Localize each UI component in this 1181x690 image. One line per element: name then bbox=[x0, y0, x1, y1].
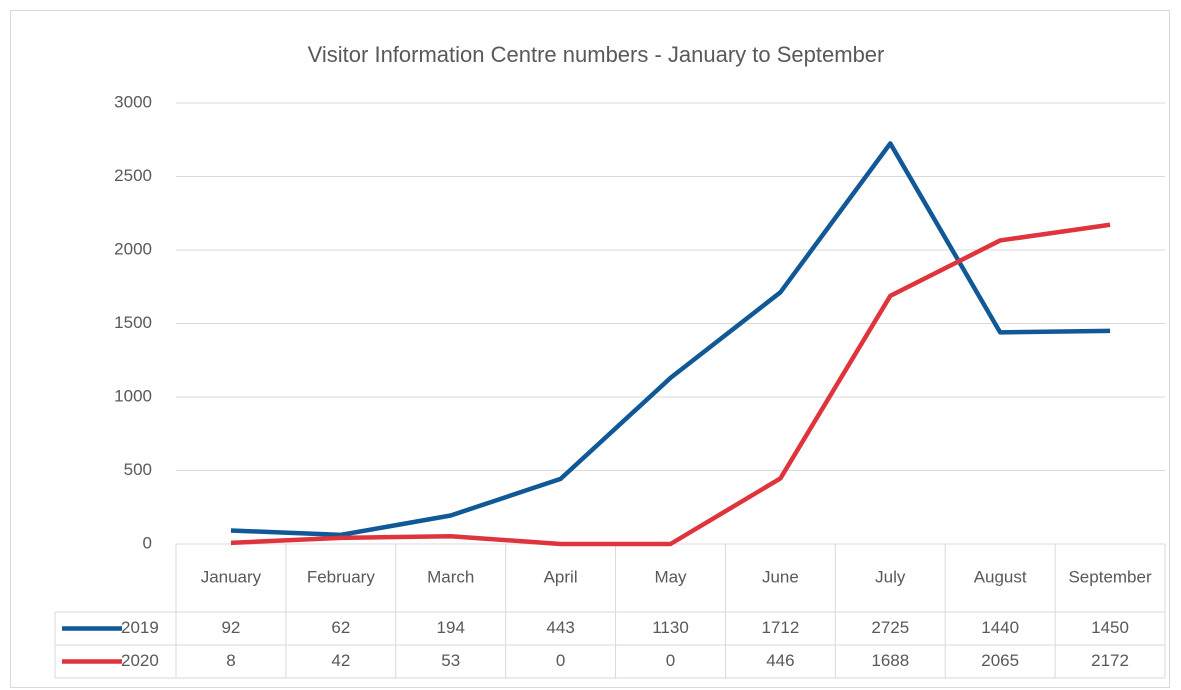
table-value: 446 bbox=[766, 651, 794, 670]
table-value: 92 bbox=[221, 618, 240, 637]
x-tick-label: May bbox=[654, 567, 687, 586]
line-series bbox=[230, 141, 1111, 538]
x-tick-label: September bbox=[1068, 567, 1151, 586]
legend-label: 2019 bbox=[121, 618, 159, 637]
table-value: 1130 bbox=[652, 618, 689, 637]
y-tick-label: 1000 bbox=[114, 386, 152, 405]
table-value: 62 bbox=[331, 618, 350, 637]
table-value: 2725 bbox=[871, 618, 909, 637]
table-value: 2065 bbox=[981, 651, 1019, 670]
chart-frame bbox=[10, 10, 1170, 688]
y-tick-label: 500 bbox=[124, 460, 152, 479]
y-tick-label: 2000 bbox=[114, 239, 152, 258]
table-value: 1450 bbox=[1091, 618, 1129, 637]
legend-label: 2020 bbox=[121, 651, 159, 670]
y-tick-label: 1500 bbox=[114, 313, 152, 332]
table-value: 1712 bbox=[761, 618, 799, 637]
x-tick-label: January bbox=[201, 567, 262, 586]
x-tick-label: March bbox=[427, 567, 474, 586]
table-value: 42 bbox=[331, 651, 350, 670]
x-tick-label: June bbox=[762, 567, 799, 586]
table-value: 1440 bbox=[981, 618, 1019, 637]
y-tick-label: 2500 bbox=[114, 166, 152, 185]
line-series bbox=[230, 222, 1111, 547]
y-tick-label: 3000 bbox=[114, 92, 152, 111]
x-tick-label: August bbox=[974, 567, 1027, 586]
table-value: 2172 bbox=[1091, 651, 1129, 670]
x-tick-label: July bbox=[875, 567, 906, 586]
chart-title: Visitor Information Centre numbers - Jan… bbox=[308, 42, 885, 67]
x-tick-label: April bbox=[544, 567, 578, 586]
table-value: 0 bbox=[556, 651, 565, 670]
table-value: 1688 bbox=[871, 651, 909, 670]
x-tick-label: February bbox=[307, 567, 376, 586]
table-value: 194 bbox=[437, 618, 465, 637]
table-value: 443 bbox=[546, 618, 574, 637]
table-value: 0 bbox=[666, 651, 675, 670]
table-value: 8 bbox=[226, 651, 235, 670]
y-tick-label: 0 bbox=[143, 533, 152, 552]
table-value: 53 bbox=[441, 651, 460, 670]
